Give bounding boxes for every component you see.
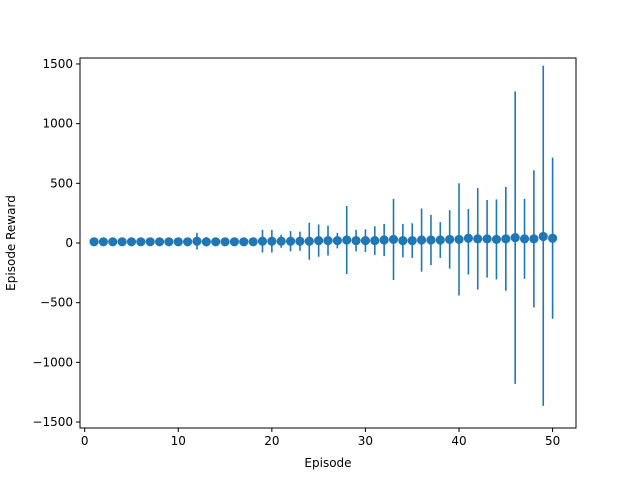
data-point [548,233,558,243]
x-tick-label: 30 [358,434,373,448]
data-point [89,237,99,247]
data-point [323,236,333,246]
data-point [192,236,202,246]
y-axis: −1500 −1000 −500 0 500 1000 1500 [32,57,80,429]
x-tick-label: 40 [451,434,466,448]
data-point [342,235,352,245]
data-point [538,231,548,242]
data-point [201,237,211,247]
data-point [98,237,108,247]
x-tick-label: 10 [171,434,186,448]
y-tick-label: −1500 [32,415,73,429]
data-point [276,236,286,246]
data-point [126,237,137,247]
data-point [501,234,511,244]
x-axis-title: Episode [304,456,351,470]
data-point [529,234,539,244]
data-point [154,237,165,247]
data-point [211,237,221,247]
data-point [482,234,492,244]
data-point [267,236,277,246]
y-tick-label: −1000 [32,355,73,369]
data-point [136,237,146,247]
y-tick-label: 0 [65,236,73,250]
data-point [463,233,473,243]
data-point [239,237,249,247]
data-point [454,234,464,245]
y-axis-title: Episode Reward [4,195,18,291]
data-point [332,236,342,246]
data-point [445,234,455,245]
y-tick-label: 500 [50,176,73,190]
data-point [248,237,258,247]
data-point [314,236,324,246]
data-point [510,233,520,243]
data-point [370,236,380,246]
data-point [220,237,230,247]
data-point [491,234,502,245]
data-point [304,236,314,246]
axes-frame [79,57,577,429]
data-point [145,237,155,247]
data-point [379,235,389,245]
x-tick-label: 0 [81,434,89,448]
data-point [164,237,174,247]
y-tick-label: 1000 [42,117,73,131]
data-point [388,234,399,245]
data-point [117,237,127,247]
data-point [473,234,483,244]
data-point [351,236,361,246]
data-point [183,237,193,247]
data-point [398,236,408,246]
data-point [360,236,371,246]
y-tick-label: −500 [40,296,73,310]
data-point [257,236,268,246]
data-point [229,237,240,247]
data-point [407,236,417,246]
x-tick-label: 50 [545,434,560,448]
data-point [435,235,445,245]
y-tick-label: 1500 [42,57,73,71]
x-tick-label: 20 [264,434,279,448]
data-point [426,235,436,245]
plot-area [89,65,558,406]
data-point [519,234,530,244]
x-axis: 0 10 20 30 40 50 [81,428,560,448]
data-point [285,236,296,246]
data-point [108,237,118,247]
data-point [416,235,427,245]
data-point [295,236,305,246]
data-point [173,237,183,247]
